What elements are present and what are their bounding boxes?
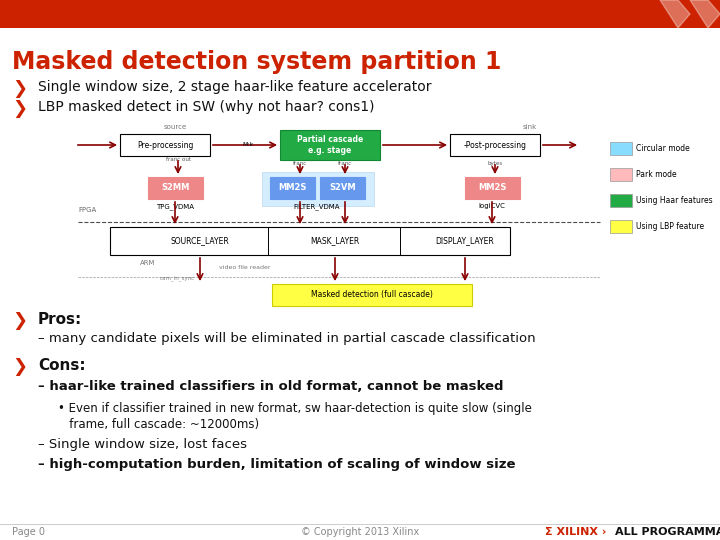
Text: M:k: M:k bbox=[243, 143, 253, 147]
Text: Masked detection system partition 1: Masked detection system partition 1 bbox=[12, 50, 501, 74]
Polygon shape bbox=[690, 0, 720, 28]
Text: SOURCE_LAYER: SOURCE_LAYER bbox=[171, 237, 230, 246]
Text: Pros:: Pros: bbox=[38, 312, 82, 327]
Text: TPG_VDMA: TPG_VDMA bbox=[156, 203, 194, 210]
Text: FPGA: FPGA bbox=[78, 207, 96, 213]
Text: Masked detection (full cascade): Masked detection (full cascade) bbox=[311, 291, 433, 300]
Text: MM2S: MM2S bbox=[478, 184, 507, 192]
Text: logiCVC: logiCVC bbox=[479, 203, 505, 209]
Text: franc: franc bbox=[338, 161, 352, 166]
Text: source: source bbox=[163, 124, 186, 130]
Text: ❯: ❯ bbox=[12, 80, 27, 98]
Text: ❯: ❯ bbox=[12, 358, 27, 376]
Bar bbox=[320, 177, 365, 199]
Text: Partial cascade
e.g. stage: Partial cascade e.g. stage bbox=[297, 135, 363, 155]
Text: S2MM: S2MM bbox=[161, 184, 189, 192]
Bar bbox=[0, 0, 720, 28]
Text: MASK_LAYER: MASK_LAYER bbox=[310, 237, 359, 246]
Bar bbox=[120, 134, 210, 156]
Text: Page 0: Page 0 bbox=[12, 527, 45, 537]
Text: ❯: ❯ bbox=[12, 100, 27, 118]
Text: FILTER_VDMA: FILTER_VDMA bbox=[294, 203, 341, 210]
Bar bbox=[610, 220, 632, 233]
Bar bbox=[270, 177, 315, 199]
Text: Pre-processing: Pre-processing bbox=[137, 140, 193, 150]
Text: – haar-like trained classifiers in old format, cannot be masked: – haar-like trained classifiers in old f… bbox=[38, 380, 503, 393]
Text: Using LBP feature: Using LBP feature bbox=[636, 222, 704, 231]
Text: Using Haar features: Using Haar features bbox=[636, 196, 713, 205]
Text: sink: sink bbox=[523, 124, 537, 130]
Text: DISPLAY_LAYER: DISPLAY_LAYER bbox=[436, 237, 495, 246]
Bar bbox=[610, 168, 632, 181]
Text: – high-computation burden, limitation of scaling of window size: – high-computation burden, limitation of… bbox=[38, 458, 516, 471]
Text: • Even if classifier trained in new format, sw haar-detection is quite slow (sin: • Even if classifier trained in new form… bbox=[58, 402, 532, 415]
Text: Circular mode: Circular mode bbox=[636, 144, 690, 153]
Text: – many candidate pixels will be eliminated in partial cascade classification: – many candidate pixels will be eliminat… bbox=[38, 332, 536, 345]
Bar bbox=[280, 130, 380, 160]
Text: bytes: bytes bbox=[487, 161, 503, 166]
Text: Single window size, 2 stage haar-like feature accelerator: Single window size, 2 stage haar-like fe… bbox=[38, 80, 431, 94]
Text: MM2S: MM2S bbox=[279, 184, 307, 192]
Text: video file reader: video file reader bbox=[220, 265, 271, 270]
Text: – Single window size, lost faces: – Single window size, lost faces bbox=[38, 438, 247, 451]
Text: © Copyright 2013 Xilinx: © Copyright 2013 Xilinx bbox=[301, 527, 419, 537]
Text: Cons:: Cons: bbox=[38, 358, 86, 373]
Text: Park mode: Park mode bbox=[636, 170, 677, 179]
Bar bbox=[450, 134, 540, 156]
Text: cam_in_sync: cam_in_sync bbox=[160, 275, 195, 281]
Text: franc: franc bbox=[293, 161, 307, 166]
Text: S2VM: S2VM bbox=[329, 184, 356, 192]
Bar bbox=[465, 177, 520, 199]
Bar bbox=[110, 227, 510, 255]
Text: ALL PROGRAMMABLE.: ALL PROGRAMMABLE. bbox=[615, 527, 720, 537]
Bar bbox=[148, 177, 203, 199]
Text: franc out: franc out bbox=[166, 157, 191, 162]
Polygon shape bbox=[660, 0, 690, 28]
Bar bbox=[272, 284, 472, 306]
Text: ARM: ARM bbox=[140, 260, 156, 266]
Bar bbox=[262, 172, 374, 206]
Text: LBP masked detect in SW (why not haar? cons1): LBP masked detect in SW (why not haar? c… bbox=[38, 100, 374, 114]
Text: frame, full cascade: ~12000ms): frame, full cascade: ~12000ms) bbox=[58, 418, 259, 431]
Text: Σ XILINX ›: Σ XILINX › bbox=[545, 527, 606, 537]
Text: -Post-processing: -Post-processing bbox=[464, 140, 526, 150]
Bar bbox=[610, 142, 632, 155]
Bar bbox=[610, 194, 632, 207]
Text: ❯: ❯ bbox=[12, 312, 27, 330]
